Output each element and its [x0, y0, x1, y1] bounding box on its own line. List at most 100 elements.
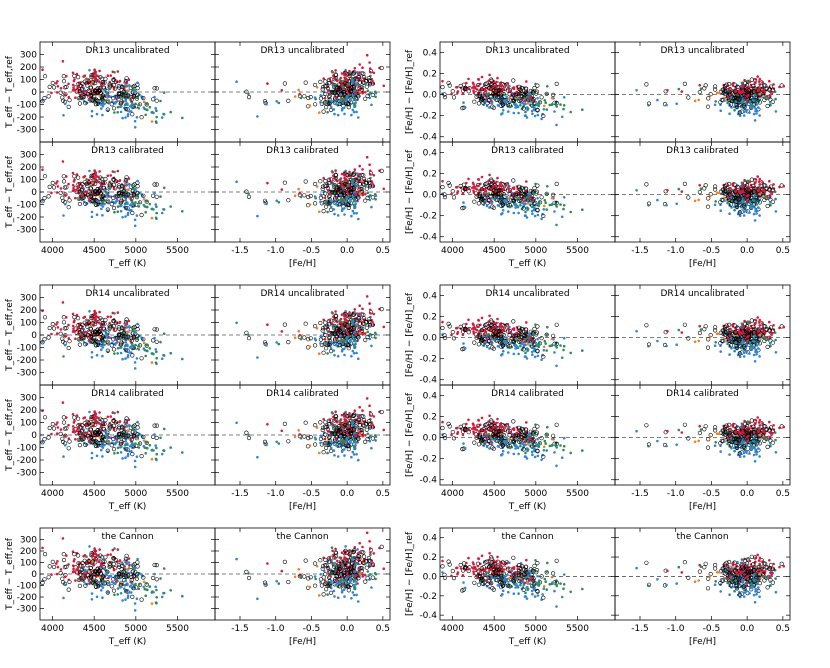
- x-tick-label: 4000: [41, 246, 64, 256]
- point-blue: [355, 110, 358, 114]
- point-blue: [136, 322, 139, 326]
- point-blue: [501, 349, 505, 353]
- point-open: [765, 203, 770, 209]
- point-green: [544, 101, 547, 104]
- point-red: [756, 175, 759, 178]
- point-green: [341, 326, 345, 330]
- point-green: [104, 99, 108, 102]
- point-blue: [540, 358, 543, 362]
- point-open: [120, 92, 125, 97]
- point-green: [181, 210, 184, 213]
- point-open: [122, 97, 127, 102]
- point-red: [80, 335, 84, 338]
- point-open: [363, 96, 368, 101]
- point-red: [83, 175, 87, 178]
- point-red: [734, 189, 738, 193]
- point-blue: [256, 356, 259, 359]
- point-red: [368, 67, 372, 70]
- point-red: [83, 74, 87, 77]
- point-blue: [536, 354, 540, 358]
- point-orange: [293, 95, 297, 98]
- point-green: [134, 343, 137, 347]
- point-open: [66, 205, 71, 210]
- point-blue: [370, 344, 373, 348]
- point-open: [125, 107, 130, 112]
- point-green: [101, 341, 105, 345]
- point-red: [450, 92, 453, 96]
- point-blue: [524, 102, 527, 106]
- point-green: [155, 115, 158, 119]
- point-red: [92, 72, 95, 76]
- y-tick-label: -200: [17, 213, 38, 223]
- y-tick-label: 200: [20, 63, 37, 73]
- point-green: [369, 91, 372, 95]
- point-green: [562, 344, 566, 348]
- point-green: [733, 208, 736, 212]
- point-red: [56, 180, 59, 183]
- x-axis-label: [Fe/H]: [689, 259, 716, 269]
- point-blue: [95, 112, 99, 116]
- point-red: [50, 332, 53, 336]
- panel-title: DR13 calibrated: [91, 146, 164, 156]
- point-blue: [357, 217, 360, 221]
- point-red: [83, 315, 87, 319]
- point-red: [344, 78, 347, 81]
- point-blue: [344, 68, 347, 72]
- panel-title: DR13 uncalibrated: [485, 46, 569, 56]
- point-red: [353, 333, 357, 336]
- point-green: [325, 199, 328, 203]
- point-green: [554, 203, 558, 207]
- point-open: [47, 84, 52, 89]
- point-open: [507, 333, 512, 338]
- point-blue: [126, 211, 130, 215]
- point-open: [58, 90, 63, 95]
- point-green: [774, 197, 777, 201]
- point-blue: [535, 202, 539, 206]
- point-red: [341, 87, 345, 91]
- point-red: [482, 332, 486, 336]
- point-green: [581, 208, 584, 211]
- point-green: [545, 349, 548, 352]
- point-open: [379, 65, 384, 71]
- point-blue: [352, 110, 356, 114]
- point-green: [299, 337, 303, 341]
- point-blue: [750, 106, 754, 109]
- point-green: [526, 207, 530, 210]
- point-open: [77, 101, 82, 106]
- point-red: [494, 325, 498, 328]
- point-open: [246, 94, 252, 100]
- point-red: [371, 320, 374, 324]
- point-green: [373, 331, 377, 335]
- point-blue: [350, 214, 353, 218]
- point-red: [109, 74, 112, 77]
- point-blue: [119, 351, 123, 355]
- y-tick-label: 100: [20, 76, 37, 86]
- point-blue: [100, 103, 103, 106]
- point-green: [247, 333, 250, 337]
- point-blue: [512, 352, 516, 356]
- point-red: [465, 322, 468, 326]
- point-green: [346, 94, 350, 98]
- point-blue: [100, 344, 103, 348]
- point-blue: [128, 110, 131, 113]
- point-red: [334, 337, 338, 341]
- point-blue: [63, 202, 67, 206]
- point-open: [303, 179, 308, 184]
- point-open: [154, 327, 159, 332]
- point-green: [562, 107, 565, 111]
- point-blue: [757, 106, 760, 109]
- point-red: [85, 190, 88, 194]
- point-red: [333, 77, 337, 80]
- point-blue: [105, 194, 108, 197]
- point-open: [85, 324, 90, 329]
- point-red: [480, 75, 484, 79]
- point-red: [483, 87, 487, 91]
- point-red: [326, 188, 330, 192]
- point-open: [749, 177, 754, 182]
- point-red: [465, 81, 468, 85]
- point-blue: [484, 199, 487, 203]
- point-red: [109, 174, 112, 177]
- point-green: [550, 344, 554, 347]
- point-open: [51, 326, 57, 331]
- point-green: [550, 103, 554, 106]
